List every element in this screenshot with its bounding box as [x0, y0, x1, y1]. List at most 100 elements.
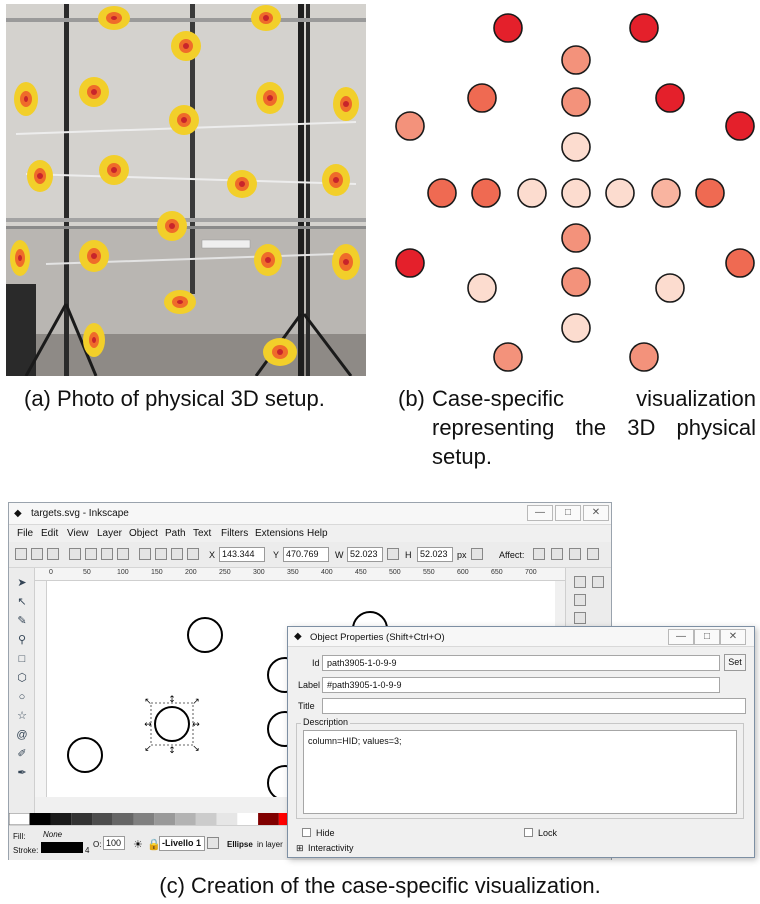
- hide-layer-icon[interactable]: ☀: [133, 839, 143, 851]
- select-all-layers-icon[interactable]: [31, 548, 43, 560]
- flip-horizontal-icon[interactable]: [101, 548, 113, 560]
- node-tool-icon[interactable]: ↖: [17, 596, 27, 608]
- menu-view[interactable]: View: [67, 528, 89, 539]
- affect-corners-icon[interactable]: [551, 548, 563, 560]
- menu-filters[interactable]: Filters: [221, 528, 249, 539]
- id-field[interactable]: path3905-1-0-9-9: [322, 655, 720, 671]
- rectangle-tool-icon[interactable]: □: [18, 653, 26, 665]
- set-button[interactable]: Set: [724, 654, 746, 671]
- dialog-maximize-button[interactable]: □: [694, 629, 720, 645]
- palette-swatch[interactable]: [258, 813, 279, 825]
- maximize-button[interactable]: □: [555, 505, 581, 521]
- hide-label: Hide: [316, 828, 335, 838]
- w-field[interactable]: 52.023: [347, 547, 383, 562]
- unit-select[interactable]: px: [457, 550, 467, 560]
- raise-icon[interactable]: [155, 548, 167, 560]
- menu-object[interactable]: Object: [129, 528, 158, 539]
- description-textarea[interactable]: column=HID; values=3;: [303, 730, 737, 814]
- menu-layer[interactable]: Layer: [97, 528, 123, 539]
- palette-swatch[interactable]: [92, 813, 113, 825]
- selector-tool-icon[interactable]: ➤: [17, 577, 27, 589]
- dialog-titlebar: ◆ Object Properties (Shift+Ctrl+O) — □ ✕: [288, 627, 754, 647]
- tweak-tool-icon[interactable]: ✎: [17, 615, 27, 627]
- stroke-width: 4: [85, 846, 90, 855]
- title-field[interactable]: [322, 698, 746, 714]
- stroke-swatch[interactable]: [41, 842, 83, 853]
- caption-a: (a) Photo of physical 3D setup.: [24, 386, 325, 411]
- target-marker: [725, 111, 755, 141]
- target-marker: [561, 87, 591, 117]
- unit-dropdown-icon[interactable]: [471, 548, 483, 560]
- raise-to-top-icon[interactable]: [139, 548, 151, 560]
- menu-help[interactable]: Help: [307, 528, 328, 539]
- palette-swatch[interactable]: [112, 813, 134, 825]
- rotate-ccw-icon[interactable]: [69, 548, 81, 560]
- palette-swatch[interactable]: [216, 813, 238, 825]
- minimize-button[interactable]: —: [527, 505, 553, 521]
- lock-layer-icon[interactable]: 🔒: [147, 839, 161, 851]
- rotate-cw-icon[interactable]: [85, 548, 97, 560]
- ruler-tick: 400: [321, 569, 333, 576]
- flip-vertical-icon[interactable]: [117, 548, 129, 560]
- menu-text[interactable]: Text: [193, 528, 212, 539]
- save-document-icon[interactable]: [574, 612, 586, 624]
- target-marker: [629, 13, 659, 43]
- palette-swatch[interactable]: [71, 813, 93, 825]
- select-all-icon[interactable]: [15, 548, 27, 560]
- palette-swatch[interactable]: [237, 813, 259, 825]
- palette-swatch[interactable]: [175, 813, 196, 825]
- palette-swatch[interactable]: [29, 813, 51, 825]
- hide-checkbox[interactable]: [302, 828, 311, 837]
- lower-icon[interactable]: [171, 548, 183, 560]
- lower-to-bottom-icon[interactable]: [187, 548, 199, 560]
- palette-swatch-none[interactable]: [8, 812, 31, 826]
- label-field[interactable]: #path3905-1-0-9-9: [322, 677, 720, 693]
- spiral-tool-icon[interactable]: @: [16, 729, 28, 741]
- x-field[interactable]: 143.344: [219, 547, 265, 562]
- layer-dropdown-icon[interactable]: [207, 837, 219, 849]
- deselect-icon[interactable]: [47, 548, 59, 560]
- opacity-field[interactable]: 100: [103, 836, 125, 850]
- lock-ratio-icon[interactable]: [387, 548, 399, 560]
- ellipse-tool-icon[interactable]: ○: [18, 691, 26, 703]
- affect-pattern-icon[interactable]: [587, 548, 599, 560]
- menu-path[interactable]: Path: [165, 528, 186, 539]
- star-tool-icon[interactable]: ☆: [17, 710, 27, 722]
- y-field[interactable]: 470.769: [283, 547, 329, 562]
- new-document-icon[interactable]: [574, 576, 586, 588]
- lock-label: Lock: [538, 828, 558, 838]
- interactivity-expander[interactable]: Interactivity: [308, 843, 354, 853]
- dialog-minimize-button[interactable]: —: [668, 629, 694, 645]
- ruler-tick: 150: [151, 569, 163, 576]
- close-button[interactable]: ✕: [583, 505, 609, 521]
- target-marker: [561, 178, 591, 208]
- opacity-label: O:: [93, 840, 102, 849]
- dialog-close-button[interactable]: ✕: [720, 629, 746, 645]
- dialog-title: Object Properties (Shift+Ctrl+O): [310, 632, 445, 643]
- open-document-icon[interactable]: [574, 594, 586, 606]
- menu-edit[interactable]: Edit: [41, 528, 59, 539]
- menu-extensions[interactable]: Extensions: [255, 528, 304, 539]
- palette-swatch[interactable]: [154, 813, 176, 825]
- menu-file[interactable]: File: [17, 528, 34, 539]
- 3d-box-tool-icon[interactable]: ⬡: [17, 672, 27, 684]
- y-label: Y: [273, 550, 280, 560]
- h-field[interactable]: 52.023: [417, 547, 453, 562]
- palette-swatch[interactable]: [133, 813, 155, 825]
- expander-icon[interactable]: ⊞: [296, 843, 304, 853]
- ruler-tick: 450: [355, 569, 367, 576]
- layer-select[interactable]: -Livello 1: [159, 836, 205, 851]
- palette-swatch[interactable]: [50, 813, 72, 825]
- snap-toggle-icon[interactable]: [592, 576, 604, 588]
- calligraphy-tool-icon[interactable]: ✒: [17, 767, 27, 779]
- lock-checkbox[interactable]: [524, 828, 533, 837]
- affect-gradient-icon[interactable]: [569, 548, 581, 560]
- status-message: in layer: [257, 840, 283, 849]
- ruler-tick: 50: [83, 569, 91, 576]
- zoom-tool-icon[interactable]: ⚲: [17, 634, 27, 646]
- affect-stroke-icon[interactable]: [533, 548, 545, 560]
- palette-swatch[interactable]: [195, 813, 217, 825]
- fill-label: Fill:: [13, 832, 26, 841]
- description-label: Description: [301, 717, 351, 727]
- pencil-tool-icon[interactable]: ✐: [17, 748, 27, 760]
